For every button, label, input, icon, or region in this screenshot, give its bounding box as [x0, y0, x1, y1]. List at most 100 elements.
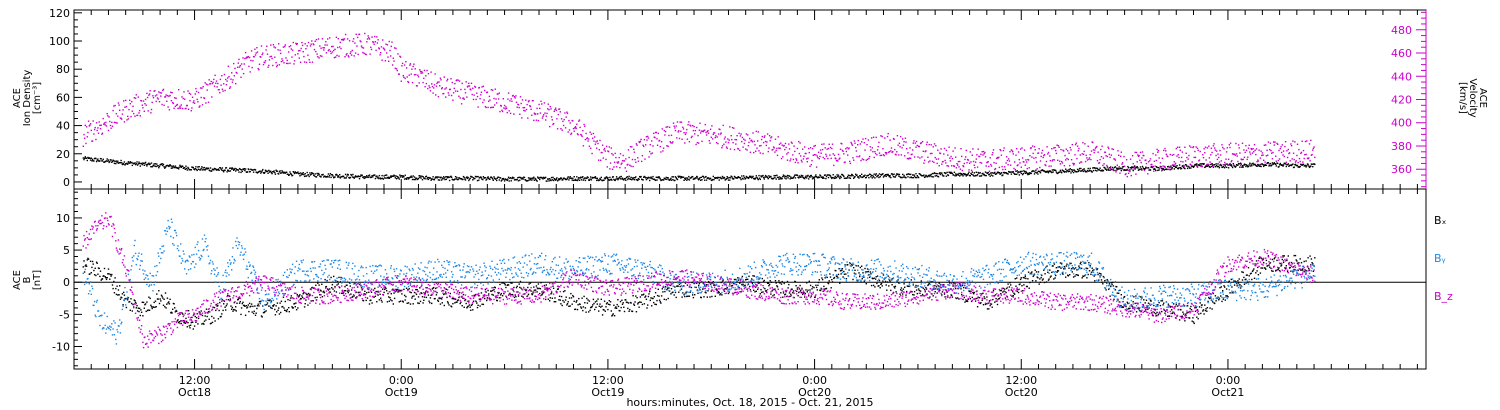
data-point [434, 73, 436, 75]
data-point [492, 294, 494, 296]
data-point [347, 55, 349, 57]
data-point [164, 292, 167, 294]
data-point [172, 167, 174, 169]
data-point [237, 62, 239, 64]
data-point [1312, 147, 1315, 150]
data-point [486, 178, 488, 181]
data-point [543, 284, 546, 287]
data-point [302, 172, 304, 174]
data-point [789, 178, 791, 180]
data-point [1165, 153, 1168, 155]
data-point [714, 136, 716, 139]
data-point [1004, 166, 1006, 168]
data-point [1095, 167, 1097, 169]
data-point [148, 162, 150, 164]
data-point [958, 172, 960, 175]
data-point [636, 144, 638, 146]
data-point [648, 176, 650, 179]
data-point [154, 95, 157, 97]
data-point [249, 170, 251, 173]
data-point [421, 175, 423, 177]
data-point [560, 118, 563, 120]
data-point [221, 169, 223, 171]
data-point [1098, 169, 1101, 171]
data-point [528, 283, 530, 285]
data-point [1278, 158, 1281, 160]
data-point [147, 163, 149, 165]
data-point [1305, 153, 1307, 156]
data-point [252, 60, 254, 62]
data-point [983, 153, 985, 155]
data-point [584, 307, 587, 309]
data-point [363, 293, 365, 295]
data-point [115, 113, 118, 115]
data-point [225, 84, 228, 86]
data-point [805, 152, 807, 155]
data-point [596, 303, 598, 305]
data-point [284, 309, 286, 311]
data-point [872, 176, 875, 178]
data-point [501, 179, 503, 181]
data-point [93, 160, 95, 162]
data-point [1020, 166, 1022, 168]
data-point [201, 323, 203, 325]
data-point [135, 163, 137, 165]
data-point [733, 178, 735, 180]
data-point [86, 259, 88, 261]
data-point [1193, 156, 1195, 159]
data-point [83, 137, 86, 139]
data-point [338, 176, 340, 178]
data-point [417, 76, 420, 78]
data-point [91, 260, 94, 263]
data-point [154, 300, 157, 302]
data-point [629, 308, 631, 311]
data-point [450, 175, 452, 177]
data-point [396, 69, 398, 72]
data-point [422, 81, 424, 84]
data-point [1118, 154, 1120, 156]
data-point [121, 163, 124, 166]
data-point [986, 172, 989, 175]
data-point [1157, 167, 1160, 169]
data-point [564, 112, 566, 114]
data-point [1241, 165, 1244, 167]
data-point [1073, 169, 1075, 171]
data-point [867, 139, 869, 141]
data-point [244, 51, 247, 54]
data-point [1275, 160, 1277, 162]
data-point [686, 177, 689, 179]
data-point [649, 179, 651, 182]
data-point [603, 300, 606, 302]
data-point [119, 117, 122, 119]
data-point [958, 166, 960, 168]
data-point [1206, 165, 1209, 167]
data-point [395, 289, 398, 292]
data-point [504, 108, 506, 110]
data-point [449, 88, 451, 91]
data-point [1092, 167, 1094, 169]
data-point [926, 141, 928, 143]
data-point [90, 272, 92, 274]
data-point [399, 56, 402, 58]
data-point [541, 177, 544, 179]
data-point [853, 177, 855, 179]
data-point [111, 273, 113, 276]
data-point [327, 175, 329, 177]
data-point [1188, 167, 1191, 169]
data-point [827, 174, 829, 176]
data-point [288, 51, 290, 53]
data-point [686, 138, 689, 140]
data-point [825, 177, 827, 180]
time-tick-label: 12:00 [1005, 374, 1037, 387]
data-point [505, 179, 508, 181]
data-point [1187, 158, 1189, 160]
data-point [403, 288, 405, 291]
data-point [300, 298, 302, 300]
data-point [690, 136, 693, 139]
data-point [1107, 146, 1109, 148]
data-point [301, 173, 304, 176]
data-point [967, 173, 969, 175]
data-point [1059, 171, 1061, 173]
data-point [1208, 166, 1211, 168]
data-point [1021, 173, 1024, 176]
